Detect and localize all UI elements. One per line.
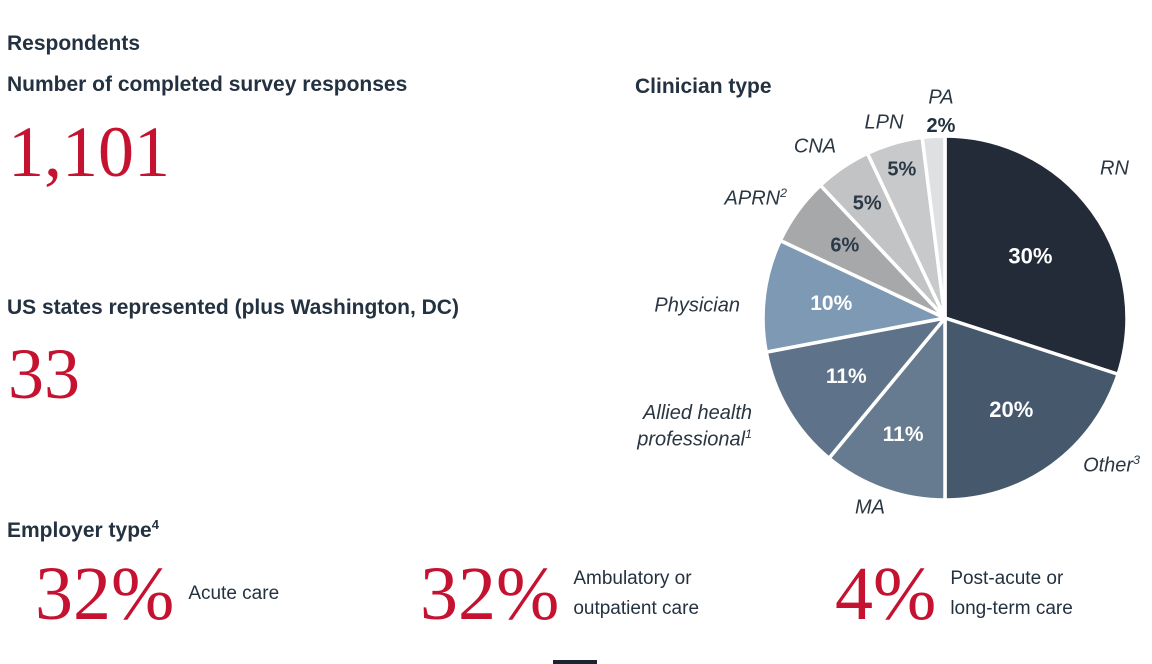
pie-value-cna: 5% [853,193,882,215]
pie-value-ma: 11% [883,423,924,446]
employer-type-heading: Employer type4 [7,517,159,543]
page-title: Respondents [7,32,141,55]
states-heading: US states represented (plus Washington, … [7,296,459,319]
employer-stat-ambulatory-label-line1: Ambulatory or [573,567,692,589]
pie-slice-allied-health-professional [764,316,947,460]
pie-slice-pa [920,134,947,320]
responses-heading: Number of completed survey responses [7,73,408,96]
pie-label-aprn: APRN2 [724,186,787,210]
pie-value-aprn: 6% [830,234,859,256]
pie-chart-title: Clinician type [635,75,772,98]
pie-value-physician: 10% [810,292,852,315]
employer-stat-ambulatory-label-line2: outpatient care [573,598,700,619]
pie-value-rn: 30% [1008,243,1052,268]
states-count: 33 [8,334,80,414]
employer-stat-acute-label: Acute care [188,579,279,609]
employer-stat-acute-value: 32% [35,552,175,636]
employer-stat-postacute-label: Post-acute or long-term care [950,564,1073,625]
pie-slice-rn [943,134,1129,376]
pie-label-cna: CNA [793,135,837,158]
employer-stat-postacute-label-line2: long-term care [950,598,1073,619]
employer-type-heading-footnote: 4 [151,517,159,532]
pie-slice-physician [761,238,947,354]
pie-label-physician: Physician [654,294,740,317]
pie-value-allied-health-professional: 11% [826,365,867,388]
pie-value-lpn: 5% [887,158,916,180]
pie-label-rn: RN [1100,157,1129,180]
employer-stat-postacute: 4% Post-acute or long-term care [835,556,1073,632]
employer-stat-postacute-label-line1: Post-acute or [950,567,1064,589]
pie-value-other: 20% [989,397,1033,422]
pie-label-pa: PA 2% [901,84,981,139]
responses-count: 1,101 [8,112,170,192]
pie-label-other: Other3 [1083,453,1140,477]
employer-type-heading-text: Employer type [7,519,152,542]
pie-label-lpn: LPN [864,111,904,134]
employer-stat-ambulatory: 32% Ambulatory or outpatient care [420,556,699,632]
pie-slice-ma [827,316,947,502]
pie-slice-other [943,316,1120,502]
pie-label-ma: MA [855,496,885,519]
employer-stat-ambulatory-value: 32% [420,552,560,636]
employer-stat-postacute-value: 4% [835,552,937,636]
employer-stat-ambulatory-label: Ambulatory or outpatient care [573,564,699,625]
employer-stat-acute: 32% Acute care [35,556,279,632]
pa-percent-label: 2% [926,114,956,137]
employer-stat-acute-label-line1: Acute care [188,582,280,604]
pie-label-allied-health: Allied health professional1 [637,402,752,451]
clinician-pie-chart: 30% 20% 11% 11% 10% 6% 5%5% [761,134,1129,502]
bottom-dash [553,660,597,664]
